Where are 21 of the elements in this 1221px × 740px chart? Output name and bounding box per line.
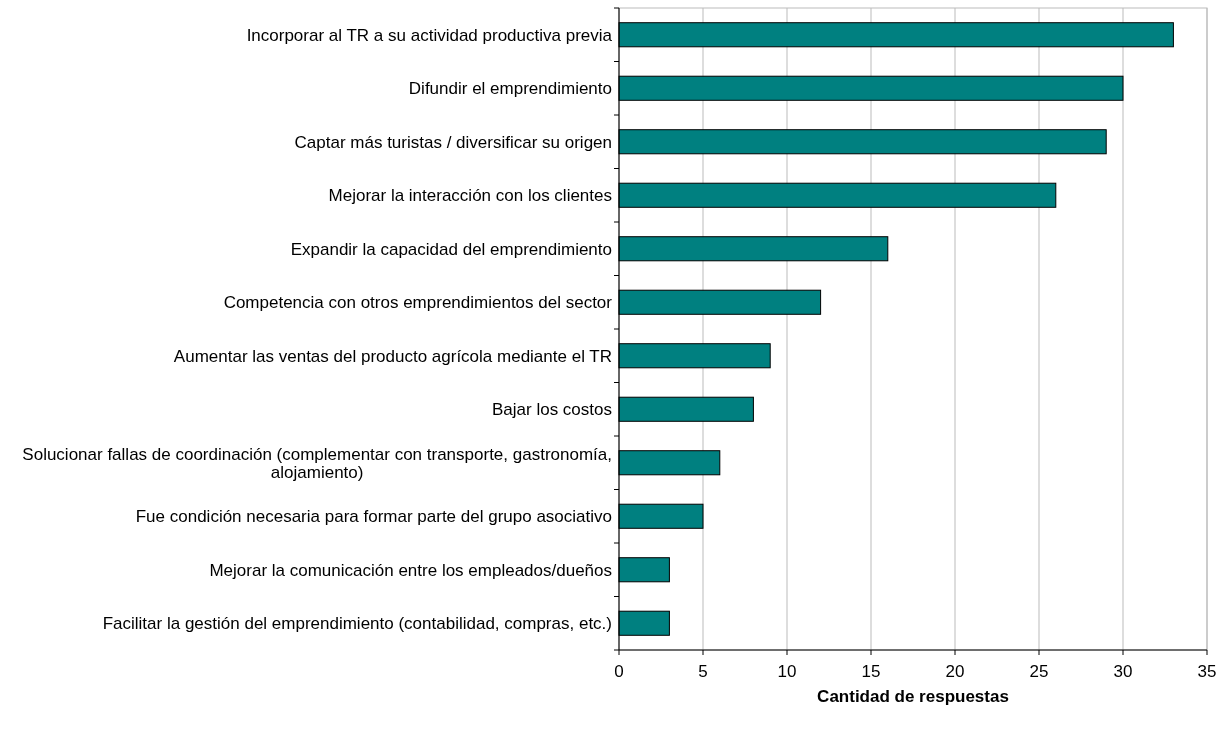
- y-tick-label: Difundir el emprendimiento: [408, 79, 612, 99]
- y-tick-label: Incorporar al TR a su actividad productiva previa: [246, 25, 613, 45]
- y-tick-label: Competencia con otros emprendimientos del sector: [223, 293, 613, 313]
- y-tick-label: Expandir la capacidad del emprendimiento: [290, 239, 612, 259]
- x-tick-label: 20: [945, 662, 965, 681]
- y-tick-label: Fue condición necesaria para formar parte del grupo asociativo: [135, 507, 612, 527]
- y-tick-label: Aumentar las ventas del producto agrícola mediante el TR: [173, 346, 612, 366]
- x-tick-label: 5: [698, 662, 708, 681]
- x-tick-label: 10: [777, 662, 797, 681]
- y-tick-label: Facilitar la gestión del emprendimiento (contabilidad, compras, etc.): [102, 614, 612, 634]
- x-axis-title: Cantidad de respuestas: [817, 687, 1009, 706]
- x-tick-label: 0: [614, 662, 624, 681]
- x-tick-label: 30: [1113, 662, 1133, 681]
- y-tick-label: Bajar los costos: [492, 400, 612, 420]
- x-tick-label: 35: [1197, 662, 1217, 681]
- x-tick-label: 25: [1029, 662, 1049, 681]
- y-tick-label: Mejorar la interacción con los clientes: [328, 186, 612, 206]
- y-tick-label: Mejorar la comunicación entre los empleados/dueños: [209, 560, 612, 580]
- x-tick-label: 15: [861, 662, 881, 681]
- y-tick-label: Captar más turistas / diversificar su origen: [294, 132, 612, 152]
- y-tick-label: Solucionar fallas de coordinación (complementar con transporte, gastronomía, alojamiento): [22, 444, 613, 482]
